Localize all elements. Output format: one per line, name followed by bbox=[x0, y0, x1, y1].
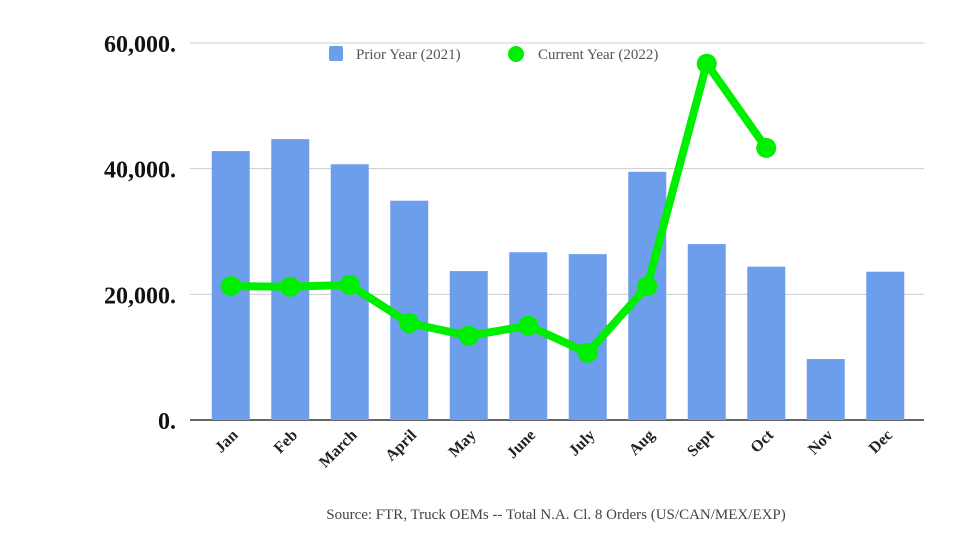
legend-label-current-year: Current Year (2022) bbox=[538, 47, 658, 63]
x-tick-label: April bbox=[382, 426, 420, 464]
y-tick-label: 60,000. bbox=[104, 32, 176, 58]
bar-june bbox=[509, 252, 548, 420]
legend: Prior Year (2021) Current Year (2022) bbox=[329, 46, 658, 63]
point-oct bbox=[756, 137, 777, 158]
x-tick-label: Feb bbox=[271, 427, 301, 457]
x-tick-label: Nov bbox=[805, 427, 837, 459]
point-june bbox=[518, 315, 539, 336]
x-tick-label: July bbox=[566, 427, 599, 460]
point-march bbox=[339, 274, 360, 295]
current-year-line bbox=[226, 59, 771, 357]
x-tick-label: Sept bbox=[684, 426, 718, 460]
x-tick-label: Oct bbox=[747, 426, 777, 456]
x-tick-label: Dec bbox=[866, 427, 896, 457]
bars bbox=[211, 139, 905, 420]
x-tick-label: May bbox=[446, 427, 480, 461]
source-note: Source: FTR, Truck OEMs -- Total N.A. Cl… bbox=[326, 507, 786, 523]
x-tick-label: Aug bbox=[626, 427, 658, 459]
point-aug bbox=[637, 276, 658, 297]
x-axis-ticks: Jan Feb March April May June July Aug Sept Oct Nov… bbox=[212, 426, 896, 471]
y-tick-label: 40,000. bbox=[104, 158, 176, 184]
x-tick-label: Jan bbox=[212, 427, 242, 457]
point-april bbox=[399, 313, 420, 334]
point-may bbox=[458, 325, 479, 346]
legend-label-prior-year: Prior Year (2021) bbox=[356, 47, 461, 63]
legend-marker-current-year bbox=[508, 46, 524, 62]
bar-nov bbox=[806, 359, 845, 420]
point-july bbox=[577, 342, 598, 363]
y-axis-ticks: 0. 20,000. 40,000. 60,000. bbox=[104, 32, 176, 435]
point-jan bbox=[220, 276, 241, 297]
x-tick-label: March bbox=[316, 427, 361, 472]
x-tick-label: June bbox=[504, 427, 539, 462]
bar-dec bbox=[866, 271, 905, 420]
line-series bbox=[220, 53, 777, 363]
gridlines bbox=[190, 42, 924, 421]
legend-swatch-prior-year bbox=[329, 46, 343, 61]
y-tick-label: 20,000. bbox=[104, 283, 176, 309]
point-sept bbox=[696, 53, 717, 74]
bar-sept bbox=[687, 244, 726, 420]
point-feb bbox=[280, 276, 301, 297]
bar-oct bbox=[747, 266, 786, 420]
y-tick-label: 0. bbox=[158, 409, 176, 435]
